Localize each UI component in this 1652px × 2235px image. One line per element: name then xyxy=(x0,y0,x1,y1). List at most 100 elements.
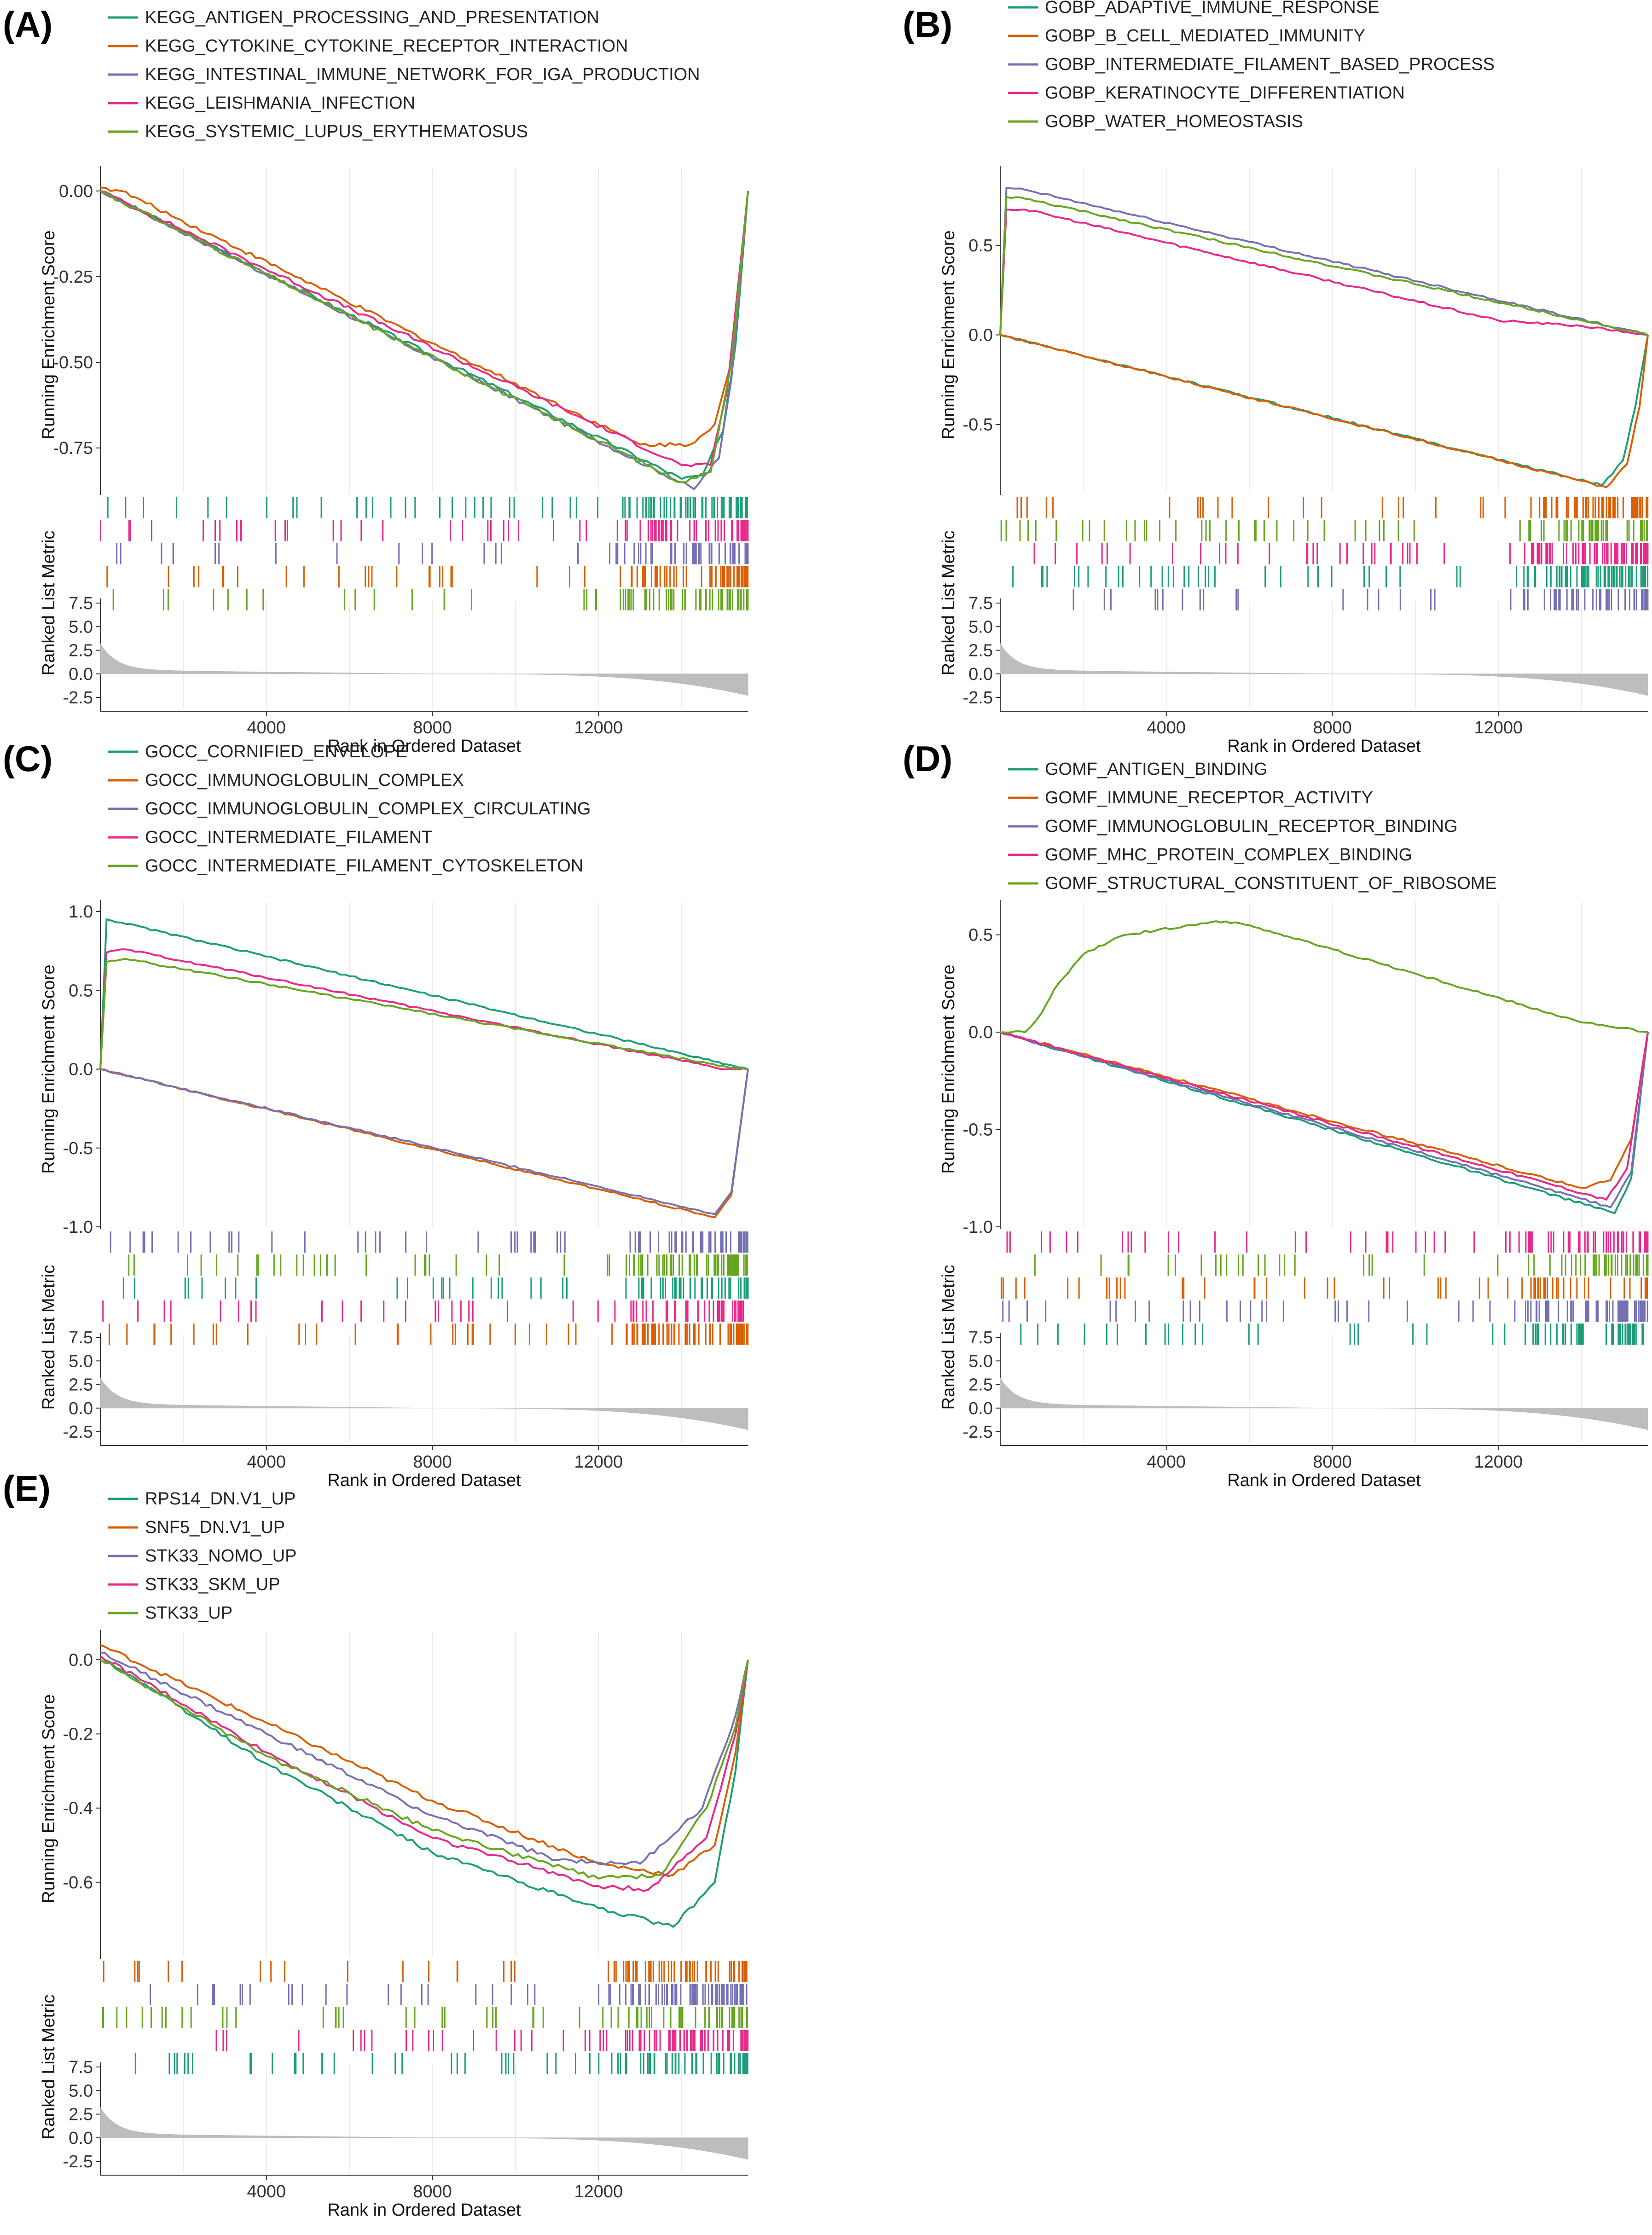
x-tick-label: 8000 xyxy=(1313,718,1352,737)
y-tick-label: -0.25 xyxy=(53,267,93,287)
es-line xyxy=(1000,1031,1649,1209)
metric-tick-label: 5.0 xyxy=(968,617,993,637)
panel-label: (B) xyxy=(903,4,952,45)
metric-tick-label: -2.5 xyxy=(963,1422,993,1442)
rug-ticks xyxy=(112,589,749,610)
metric-tick-label: 7.5 xyxy=(69,2058,93,2077)
y-tick-label: 0.0 xyxy=(69,1650,93,1670)
panel-e: (E) RPS14_DN.V1_UP SNF5_DN.V1_UP STK33_NOMO… xyxy=(3,1468,749,2220)
y-tick-label: 0.00 xyxy=(59,182,93,201)
legend-label: GOCC_IMMUNOGLOBULIN_COMPLEX xyxy=(145,771,464,790)
es-line xyxy=(999,196,1648,336)
legend-label: RPS14_DN.V1_UP xyxy=(145,1489,296,1509)
metric-tick-label: -2.5 xyxy=(963,688,993,708)
y-tick-label: -0.5 xyxy=(963,1120,993,1140)
y-tick-label: 0.0 xyxy=(69,1060,93,1080)
x-tick-label: 4000 xyxy=(247,718,286,737)
y-tick-label: -0.5 xyxy=(63,1139,93,1158)
y-tick-label: 0.5 xyxy=(968,236,993,255)
legend-label: GOBP_ADAPTIVE_IMMUNE_RESPONSE xyxy=(1045,0,1379,17)
metric-tick-label: 0.0 xyxy=(69,1399,93,1418)
es-line xyxy=(99,948,748,1071)
metric-tick-label: -2.5 xyxy=(63,2152,93,2171)
rug-ticks xyxy=(1020,1324,1644,1345)
x-axis-title: Rank in Ordered Dataset xyxy=(1227,1471,1421,1490)
rug-ticks xyxy=(128,1254,748,1276)
legend-label: GOBP_KERATINOCYTE_DIFFERENTIATION xyxy=(1045,83,1405,103)
rug-ticks xyxy=(1034,1254,1649,1276)
y-tick-label: -0.50 xyxy=(53,353,93,372)
rug-ticks xyxy=(215,2030,749,2051)
es-line xyxy=(999,208,1648,336)
rug-ticks xyxy=(102,1300,744,1322)
legend-label: STK33_NOMO_UP xyxy=(145,1546,296,1566)
legend-label: GOBP_WATER_HOMEOSTASIS xyxy=(1045,112,1303,131)
y-axis-title: Running Enrichment Score xyxy=(939,964,958,1173)
legend-label: GOCC_INTERMEDIATE_FILAMENT xyxy=(145,828,432,847)
es-line xyxy=(99,918,748,1070)
x-tick-label: 12000 xyxy=(574,718,623,737)
es-line xyxy=(1000,1031,1649,1201)
y-tick-label: -1.0 xyxy=(63,1218,93,1237)
es-line xyxy=(100,186,749,448)
es-line xyxy=(100,1068,749,1215)
es-line xyxy=(99,190,749,480)
legend-label: GOBP_B_CELL_MEDIATED_IMMUNITY xyxy=(1045,26,1365,46)
es-line xyxy=(100,1644,749,1877)
es-line xyxy=(1000,334,1649,487)
rug-ticks xyxy=(107,497,748,518)
rug-ticks xyxy=(102,2007,748,2028)
x-tick-label: 4000 xyxy=(1147,1452,1186,1472)
metric-tick-label: 7.5 xyxy=(968,1328,993,1347)
panel-d: (D) GOMF_ANTIGEN_BINDING GOMF_IMMUNE_RECEP… xyxy=(903,738,1649,1490)
rug-ticks xyxy=(1006,1231,1649,1253)
metric-tick-label: 5.0 xyxy=(968,1352,993,1371)
x-tick-label: 12000 xyxy=(574,2182,623,2201)
rug-ticks xyxy=(1072,589,1649,610)
es-line xyxy=(1000,334,1649,488)
ranked-metric-area xyxy=(100,1377,748,1430)
ranked-metric-area xyxy=(1000,643,1648,696)
rug-ticks xyxy=(134,2053,748,2074)
legend-label: GOMF_STRUCTURAL_CONSTITUENT_OF_RIBOSOME xyxy=(1045,874,1497,893)
ranked-metric-area xyxy=(100,2107,748,2160)
es-line xyxy=(100,1651,749,1865)
panel-a: (A) KEGG_ANTIGEN_PROCESSING_AND_PRESENTAT… xyxy=(3,4,749,756)
es-line xyxy=(1000,1031,1649,1189)
legend-label: KEGG_ANTIGEN_PROCESSING_AND_PRESENTATION xyxy=(145,8,599,27)
panel-label: (E) xyxy=(3,1468,51,1509)
x-tick-label: 4000 xyxy=(247,2182,286,2201)
rug-ticks xyxy=(1000,1277,1648,1299)
x-tick-label: 8000 xyxy=(413,1452,452,1472)
legend-label: GOCC_CORNIFIED_ENVELOPE xyxy=(145,742,407,761)
rug-ticks xyxy=(1016,497,1649,518)
panel-label: (D) xyxy=(903,738,952,779)
legend-label: KEGG_SYSTEMIC_LUPUS_ERYTHEMATOSUS xyxy=(145,122,528,141)
legend-label: GOMF_IMMUNOGLOBULIN_RECEPTOR_BINDING xyxy=(1045,817,1458,836)
metric-tick-label: -2.5 xyxy=(63,688,93,708)
x-tick-label: 12000 xyxy=(1474,718,1523,737)
metric-tick-label: 2.5 xyxy=(69,1376,93,1395)
metric-axis-title: Ranked List Metric xyxy=(939,531,958,676)
metric-tick-label: 7.5 xyxy=(968,594,993,613)
rug-ticks xyxy=(1002,1300,1648,1322)
metric-axis-title: Ranked List Metric xyxy=(39,1995,58,2140)
y-tick-label: -0.5 xyxy=(963,415,993,435)
x-tick-label: 4000 xyxy=(1147,718,1186,737)
rug-ticks xyxy=(122,1277,749,1299)
y-tick-label: -0.2 xyxy=(63,1724,93,1744)
y-tick-label: 1.0 xyxy=(69,902,93,922)
y-axis-title: Running Enrichment Score xyxy=(39,230,58,439)
x-axis-title: Rank in Ordered Dataset xyxy=(327,737,521,756)
rug-ticks xyxy=(1033,543,1649,564)
metric-tick-label: 0.0 xyxy=(69,665,93,684)
rug-ticks xyxy=(110,1231,748,1253)
legend-label: KEGG_LEISHMANIA_INFECTION xyxy=(145,93,415,113)
panel-label: (C) xyxy=(3,738,52,779)
y-axis-title: Running Enrichment Score xyxy=(939,230,958,439)
metric-tick-label: 2.5 xyxy=(968,1376,993,1395)
metric-tick-label: 0.0 xyxy=(968,665,993,684)
rug-ticks xyxy=(1000,520,1648,541)
legend-label: KEGG_INTESTINAL_IMMUNE_NETWORK_FOR_IGA_P… xyxy=(145,65,700,84)
